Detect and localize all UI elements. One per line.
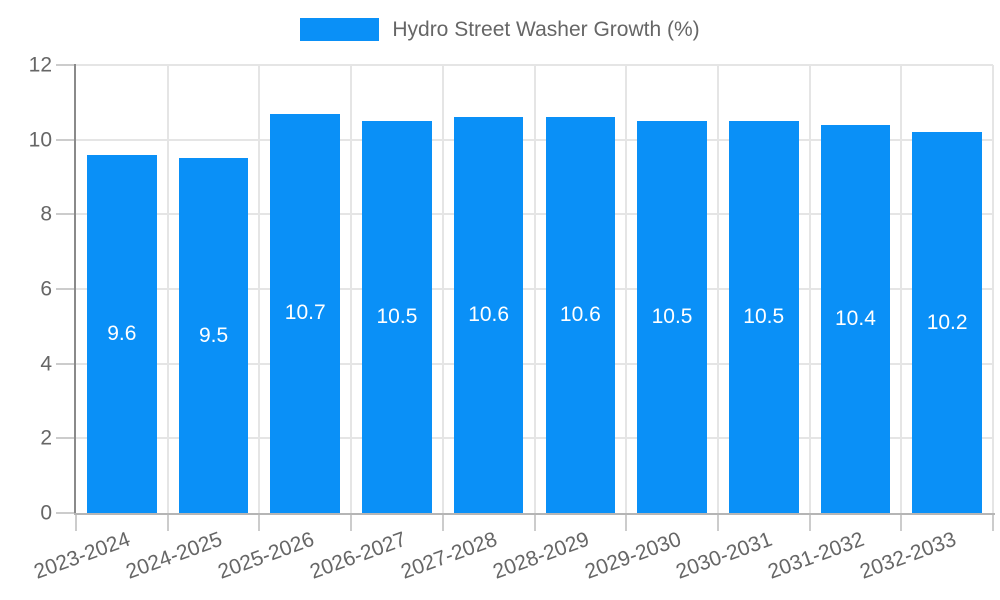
y-tick-mark [56, 213, 74, 216]
x-tick-label: 2030-2031 [673, 527, 776, 584]
bar: 10.5 [362, 121, 432, 513]
x-tick-label: 2024-2025 [123, 527, 226, 584]
x-gridline [533, 65, 536, 513]
bar-value-label: 10.5 [743, 305, 785, 328]
x-tick-mark [166, 513, 169, 531]
x-gridline [166, 65, 169, 513]
bar: 10.2 [912, 132, 982, 513]
x-tick-mark [808, 513, 811, 531]
y-tick-label: 0 [40, 501, 52, 525]
x-tick-mark [350, 513, 353, 531]
bar-value-label: 10.5 [651, 305, 693, 328]
legend-swatch [300, 18, 380, 41]
x-tick-label: 2031-2032 [764, 527, 868, 584]
x-tick-label: 2028-2029 [489, 527, 593, 584]
x-tick-mark [533, 513, 536, 531]
x-tick-label: 2029-2030 [581, 527, 684, 584]
plot-area: 0 2 4 6 8 10 12 9.6 2023-2024 9.5 2024-2025 10.7 202… [29, 55, 995, 584]
bar: 9.6 [87, 154, 157, 513]
y-tick-label: 8 [40, 202, 52, 226]
y-tick-mark [56, 64, 74, 66]
bar: 10.6 [545, 117, 616, 513]
x-tick-mark [900, 513, 903, 531]
y-tick-label: 6 [40, 277, 52, 301]
bar-value-label: 10.4 [835, 306, 876, 330]
y-tick-mark [56, 138, 74, 141]
x-gridline [808, 65, 811, 513]
bar-value-label: 10.2 [926, 310, 968, 334]
bar-value-label: 10.6 [559, 303, 601, 327]
x-tick-mark [441, 513, 444, 531]
x-tick-mark [716, 513, 719, 531]
y-tick-mark [56, 512, 74, 514]
x-gridline [441, 65, 444, 513]
x-gridline [350, 65, 353, 513]
x-axis-line [74, 513, 995, 515]
x-tick-label: 2025-2026 [214, 527, 318, 584]
x-gridline [900, 65, 903, 513]
x-gridline [625, 65, 628, 513]
x-tick-label: 2026-2027 [306, 527, 409, 584]
x-gridline [258, 65, 261, 513]
y-tick-label: 10 [28, 128, 52, 152]
x-tick-label: 2027-2028 [398, 527, 501, 584]
legend[interactable]: Hydro Street Washer Growth (%) [0, 17, 1000, 42]
y-tick-label: 2 [40, 426, 52, 450]
x-gridline [992, 65, 994, 513]
x-tick-mark [625, 513, 628, 531]
y-tick-mark [56, 362, 74, 365]
x-gridline [716, 65, 719, 513]
x-tick-label: 2023-2024 [31, 527, 134, 584]
legend-label: Hydro Street Washer Growth (%) [392, 18, 700, 41]
bar-value-label: 10.6 [468, 303, 510, 327]
y-tick-label: 4 [40, 352, 52, 376]
bar: 10.6 [453, 117, 524, 513]
x-tick-mark [992, 513, 994, 531]
y-tick-mark [56, 437, 74, 440]
bar-value-label: 9.5 [198, 323, 229, 347]
bar-value-label: 9.6 [107, 321, 137, 345]
x-tick-label: 2032-2033 [856, 527, 959, 584]
bar: 10.5 [728, 121, 799, 513]
x-tick-mark [258, 513, 261, 531]
bar-value-label: 10.7 [284, 301, 326, 325]
x-tick-mark [75, 513, 77, 531]
y-tick-label: 12 [28, 53, 52, 77]
bar: 10.4 [820, 124, 891, 513]
bar-value-label: 10.5 [376, 305, 418, 328]
bar: 10.5 [637, 121, 707, 513]
bar: 9.5 [178, 158, 249, 513]
y-axis-line [74, 64, 76, 515]
y-tick-mark [56, 288, 74, 290]
bar: 10.7 [270, 113, 341, 513]
